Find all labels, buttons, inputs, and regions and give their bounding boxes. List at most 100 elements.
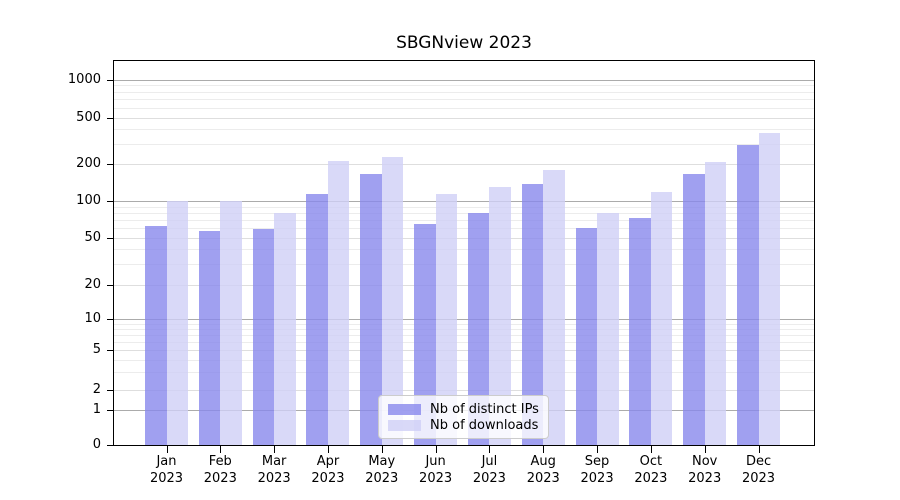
- gridline-minor: [114, 107, 814, 109]
- gridline-minor: [114, 212, 814, 214]
- x-axis-tick-label: Mar 2023: [257, 454, 291, 486]
- bar-downloads-nov: [704, 161, 727, 445]
- y-axis-tick-label: 1: [92, 402, 101, 417]
- x-axis-tick: [704, 446, 706, 453]
- y-axis-tick-label: 20: [84, 277, 101, 292]
- gridline-major: [114, 201, 814, 202]
- x-axis-tick: [597, 446, 599, 453]
- chart-title: SBGNview 2023: [396, 33, 532, 53]
- bar-distinct-ips-jun: [414, 223, 436, 445]
- y-axis-tick-label: 5: [92, 342, 101, 357]
- y-axis-tick-label: 200: [76, 156, 101, 172]
- gridline-major: [114, 319, 814, 320]
- bar-distinct-ips-feb: [198, 230, 221, 445]
- x-axis-tick-label: Dec 2023: [741, 454, 776, 486]
- y-axis-tick: [107, 410, 114, 411]
- gridline-minor: [114, 206, 814, 208]
- x-axis-tick: [220, 446, 222, 453]
- x-axis-tick: [758, 446, 760, 453]
- y-axis-tick-label: 500: [76, 109, 101, 125]
- gridline-minor: [114, 143, 814, 145]
- x-axis-tick-label: May 2023: [365, 454, 399, 486]
- legend-swatch: [388, 419, 421, 431]
- gridline-minor: [114, 323, 814, 325]
- legend-label: Nb of downloads: [430, 417, 539, 433]
- legend-item-downloads: Nb of downloads: [388, 417, 540, 433]
- gridline-mid: [114, 237, 814, 239]
- bar-downloads-jan: [166, 201, 188, 445]
- y-axis-tick-label: 2: [92, 382, 101, 397]
- legend: Nb of distinct IPs Nb of downloads: [378, 395, 549, 439]
- y-axis-tick-label: 10: [84, 311, 101, 326]
- x-axis-tick-label: Nov 2023: [688, 454, 722, 486]
- bar-distinct-ips-may: [360, 173, 382, 445]
- bar-distinct-ips-sep: [575, 227, 598, 445]
- bar-downloads-sep: [597, 212, 619, 445]
- gridline-minor: [114, 372, 814, 374]
- y-axis-tick-label: 0: [92, 437, 101, 452]
- gridline-mid: [114, 285, 814, 286]
- x-axis-tick: [166, 446, 168, 453]
- x-axis-tick: [435, 446, 437, 453]
- y-axis-tick: [107, 79, 114, 81]
- gridline-mid: [114, 164, 814, 166]
- y-axis-tick: [107, 390, 114, 391]
- gridline-minor: [114, 99, 814, 101]
- x-axis-tick-label: Jun 2023: [419, 454, 453, 486]
- bar-distinct-ips-aug: [521, 183, 544, 445]
- legend-swatch: [388, 403, 421, 415]
- x-axis-tick: [543, 446, 545, 453]
- x-axis-tick-label: Oct 2023: [634, 454, 668, 486]
- gridline-minor: [114, 263, 814, 265]
- gridline-mid: [114, 390, 814, 391]
- y-axis-tick: [107, 350, 114, 351]
- gridline-minor: [114, 341, 814, 343]
- bar-distinct-ips-jan: [145, 226, 167, 445]
- bar-downloads-feb: [220, 201, 242, 445]
- bar-downloads-oct: [650, 191, 673, 445]
- x-axis-tick-label: Sep 2023: [580, 454, 614, 486]
- bar-downloads-dec: [758, 132, 781, 445]
- bar-distinct-ips-jul: [467, 212, 490, 445]
- gridline-minor: [114, 91, 814, 93]
- bar-distinct-ips-dec: [737, 144, 759, 445]
- x-axis-tick-label: Feb 2023: [203, 454, 237, 486]
- y-axis-tick: [107, 319, 114, 320]
- gridline-minor: [114, 128, 814, 130]
- bar-downloads-jul: [489, 186, 511, 445]
- y-axis-tick: [107, 164, 114, 166]
- gridline-minor: [114, 359, 814, 361]
- bar-distinct-ips-oct: [629, 217, 651, 445]
- bar-downloads-jun: [435, 193, 458, 445]
- gridline-mid: [114, 117, 814, 119]
- bar-distinct-ips-mar: [252, 228, 275, 445]
- gridline-minor: [114, 219, 814, 221]
- x-axis-tick-label: Jan 2023: [149, 454, 184, 486]
- bar-downloads-may: [381, 157, 404, 445]
- y-axis-tick-label: 50: [84, 229, 101, 245]
- y-axis-tick: [107, 237, 114, 239]
- x-axis-tick: [489, 446, 491, 453]
- y-axis-tick: [107, 445, 114, 446]
- plot-area: SBGNview 2023 Nb of distinct IPs Nb of do…: [68, 33, 815, 486]
- gridline-mid: [114, 350, 814, 351]
- x-axis-tick: [274, 446, 276, 453]
- gridline-minor: [114, 334, 814, 336]
- x-axis-tick: [381, 446, 383, 453]
- gridline-minor: [114, 85, 814, 87]
- y-axis-tick-label: 1000: [67, 71, 101, 87]
- x-axis-tick-label: Jul 2023: [472, 454, 506, 486]
- gridline-minor: [114, 328, 814, 330]
- y-axis-tick: [107, 285, 114, 286]
- bar-downloads-aug: [543, 169, 565, 445]
- x-axis-tick-label: Aug 2023: [526, 454, 560, 486]
- bar-downloads-apr: [327, 160, 350, 445]
- gridline-minor: [114, 227, 814, 229]
- legend-label: Nb of distinct IPs: [430, 401, 539, 417]
- bar-distinct-ips-nov: [683, 174, 705, 445]
- x-axis-tick-label: Apr 2023: [311, 454, 345, 486]
- y-axis-tick-label: 100: [76, 193, 101, 208]
- gridline-major: [114, 79, 814, 81]
- y-axis-tick: [107, 201, 114, 202]
